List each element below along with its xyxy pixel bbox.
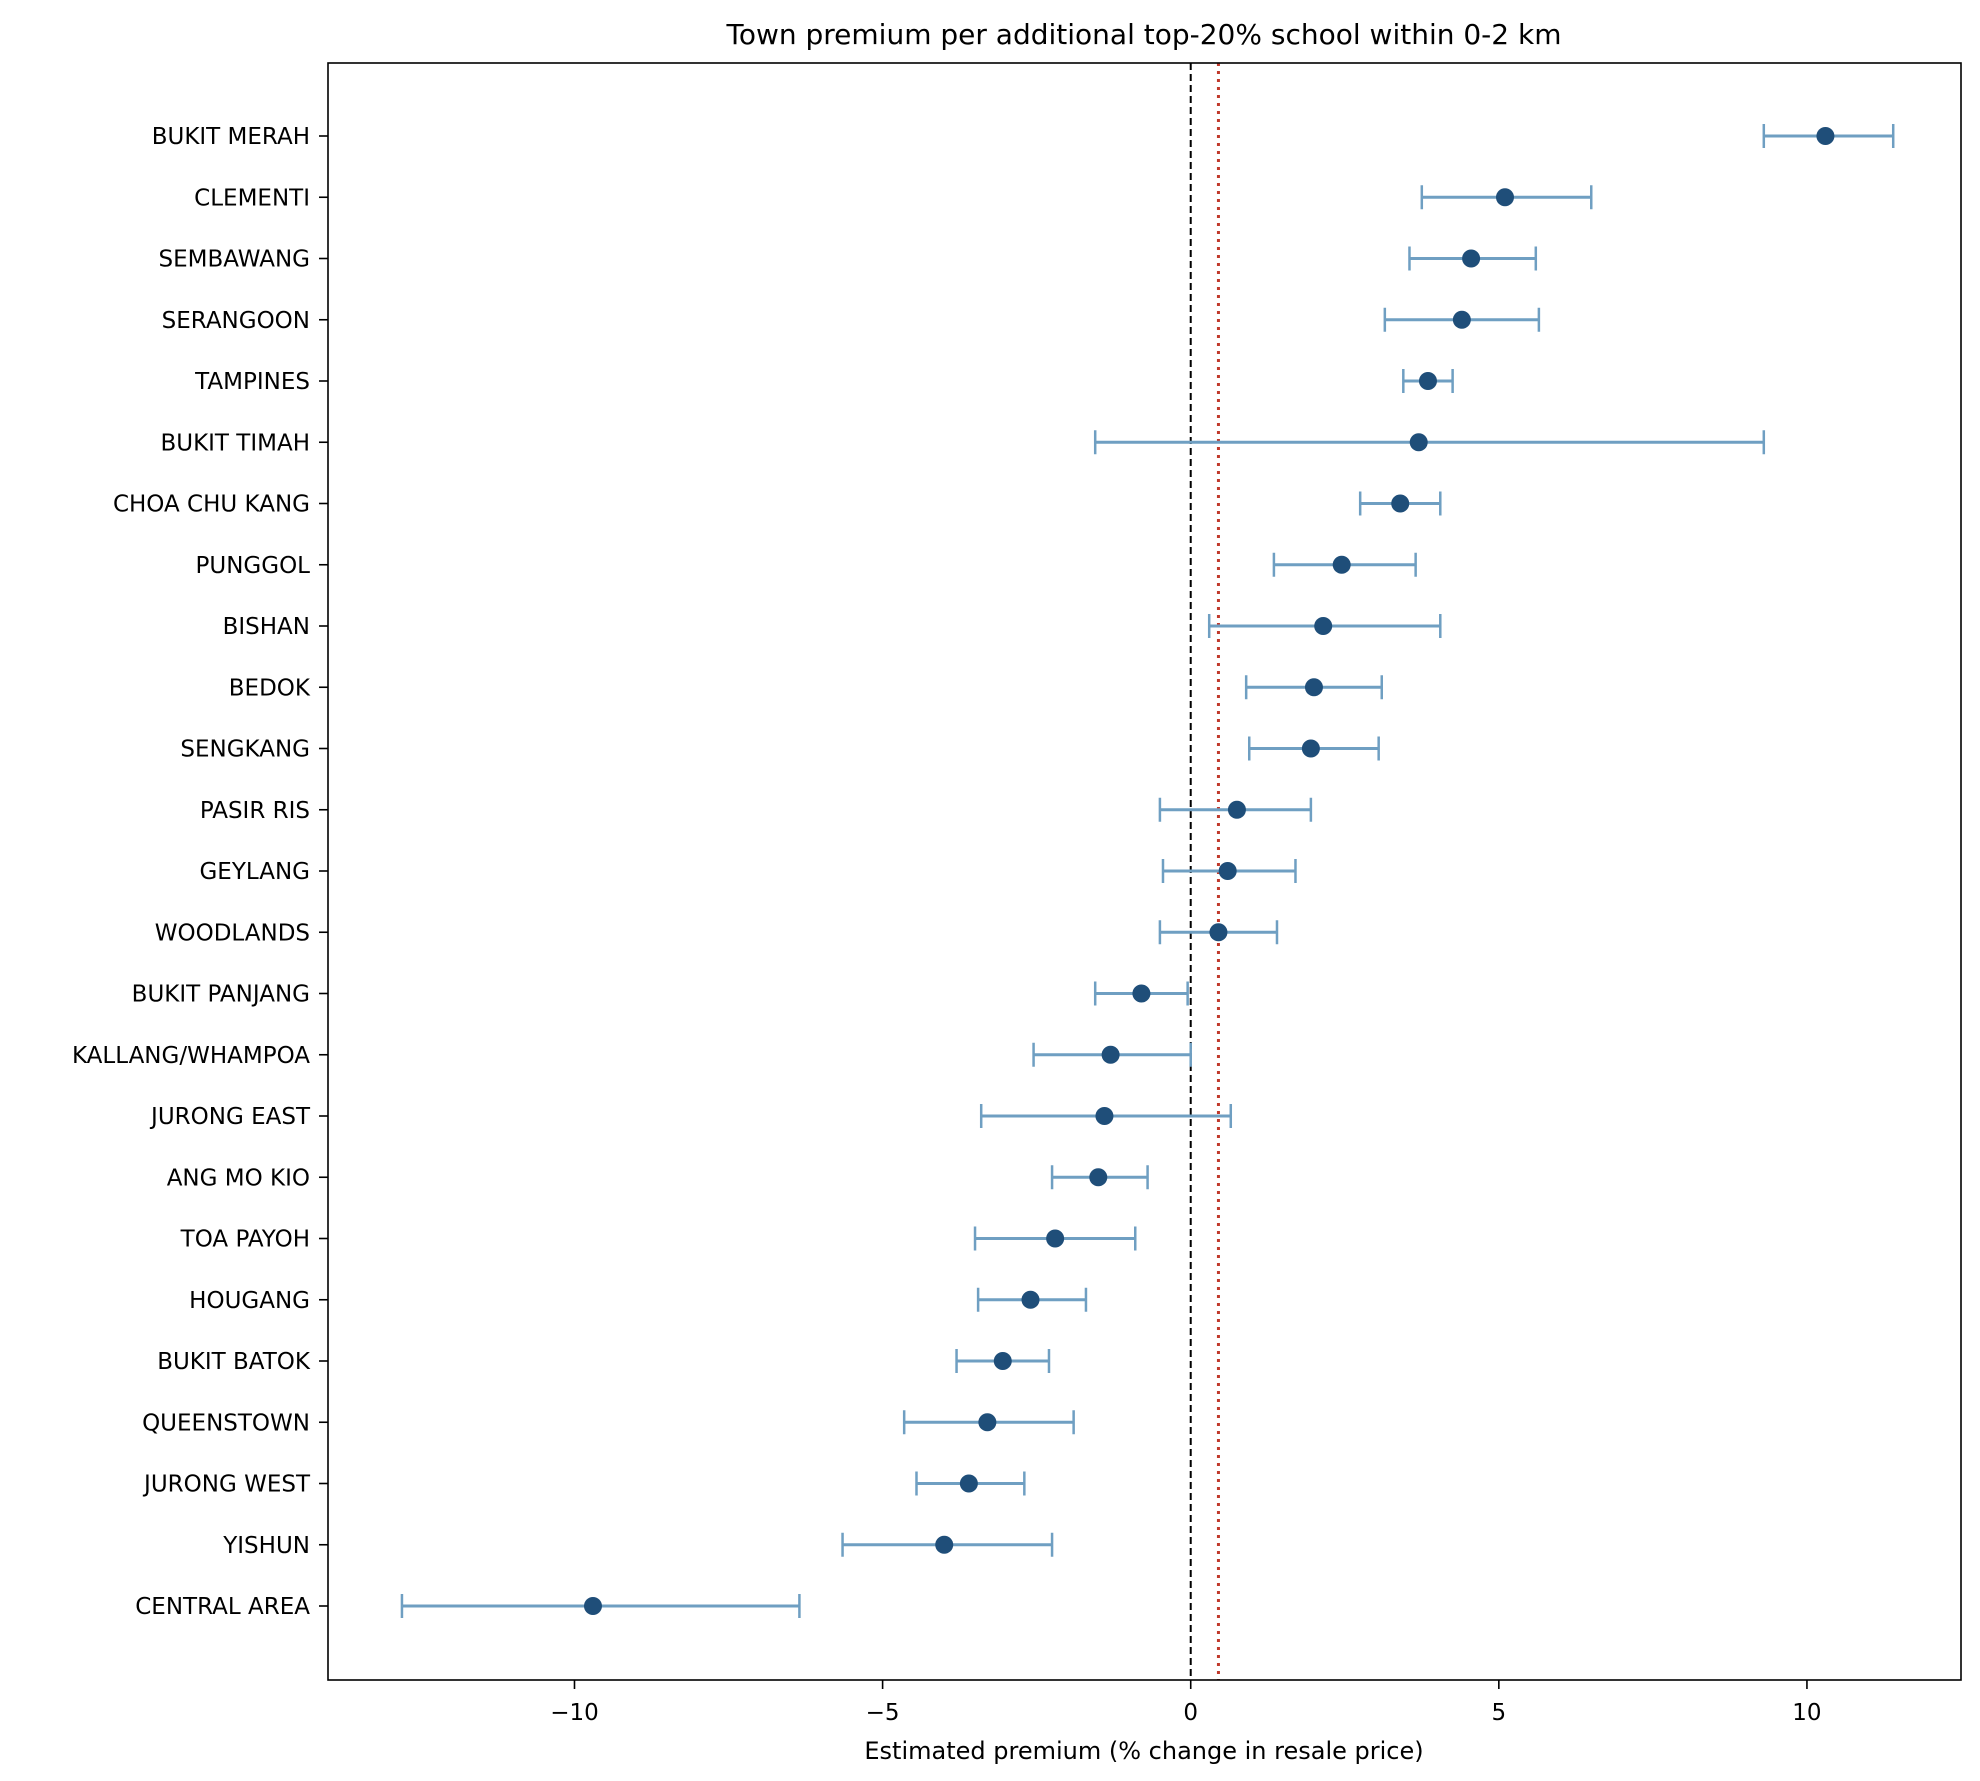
y-tick-label: PASIR RIS [200, 798, 310, 824]
y-axis: BUKIT MERAH CLEMENTI SEMBAWANG SERANGOON TAM… [72, 124, 328, 1620]
point-11 [1227, 800, 1246, 819]
y-tick-label: BEDOK [229, 675, 311, 701]
y-tick-label: WOODLANDS [155, 920, 310, 946]
y-tick-label: TOA PAYOH [180, 1227, 310, 1253]
y-tick-label: SENGKANG [180, 737, 310, 763]
y-tick-label: ANG MO KIO [167, 1165, 310, 1191]
point-21 [978, 1413, 997, 1432]
y-tick-label: BISHAN [223, 614, 310, 640]
point-13 [1209, 923, 1228, 942]
x-tick-label: 0 [1183, 1700, 1198, 1726]
point-6 [1391, 494, 1410, 513]
y-tick-label: HOUGANG [189, 1288, 310, 1314]
y-tick-label: CLEMENTI [194, 185, 310, 211]
y-tick-label: KALLANG/WHAMPOA [72, 1043, 310, 1069]
y-tick-label: BUKIT PANJANG [132, 982, 310, 1008]
plot-frame [327, 62, 1962, 1681]
point-4 [1418, 372, 1437, 390]
y-tick-label: SERANGOON [162, 308, 310, 334]
point-1 [1495, 188, 1514, 207]
point-9 [1304, 678, 1323, 697]
y-tick-label: CENTRAL AREA [135, 1594, 310, 1620]
point-22 [959, 1474, 978, 1493]
point-14 [1132, 984, 1151, 1003]
x-tick-label: −10 [550, 1700, 599, 1726]
y-tick-label: JURONG EAST [149, 1104, 311, 1130]
point-23 [935, 1535, 954, 1554]
point-3 [1452, 310, 1471, 329]
x-axis-label: Estimated premium (% change in resale pr… [864, 1737, 1423, 1765]
error-bar-5 [1093, 430, 1766, 455]
chart-title: Town premium per additional top-20% scho… [725, 18, 1561, 51]
y-tick-label: QUEENSTOWN [142, 1410, 310, 1436]
point-12 [1218, 862, 1237, 880]
point-24 [583, 1597, 602, 1615]
x-tick-label: −5 [866, 1700, 900, 1726]
point-18 [1046, 1229, 1065, 1248]
point-5 [1409, 433, 1428, 452]
x-tick-label: 5 [1492, 1700, 1507, 1726]
y-tick-label: TAMPINES [194, 369, 310, 395]
point-10 [1301, 739, 1320, 758]
point-16 [1095, 1107, 1114, 1125]
point-20 [993, 1352, 1012, 1370]
y-tick-label: BUKIT BATOK [157, 1349, 311, 1375]
point-8 [1314, 617, 1333, 635]
y-tick-label: SEMBAWANG [159, 247, 310, 273]
x-tick-label: 10 [1792, 1700, 1821, 1726]
points-layer [583, 127, 1835, 1615]
point-2 [1462, 249, 1481, 268]
y-tick-label: BUKIT TIMAH [160, 430, 310, 456]
y-tick-label: PUNGGOL [196, 553, 311, 579]
point-7 [1332, 555, 1351, 574]
y-tick-label: JURONG WEST [142, 1472, 311, 1498]
point-15 [1101, 1045, 1120, 1064]
point-19 [1021, 1290, 1040, 1309]
y-tick-label: BUKIT MERAH [152, 124, 310, 150]
point-17 [1089, 1168, 1108, 1187]
y-tick-label: YISHUN [222, 1533, 310, 1559]
x-axis: −10 −5 0 5 10 [550, 1680, 1822, 1726]
y-tick-label: GEYLANG [199, 859, 310, 885]
point-0 [1816, 127, 1835, 145]
y-tick-label: CHOA CHU KANG [113, 492, 310, 518]
